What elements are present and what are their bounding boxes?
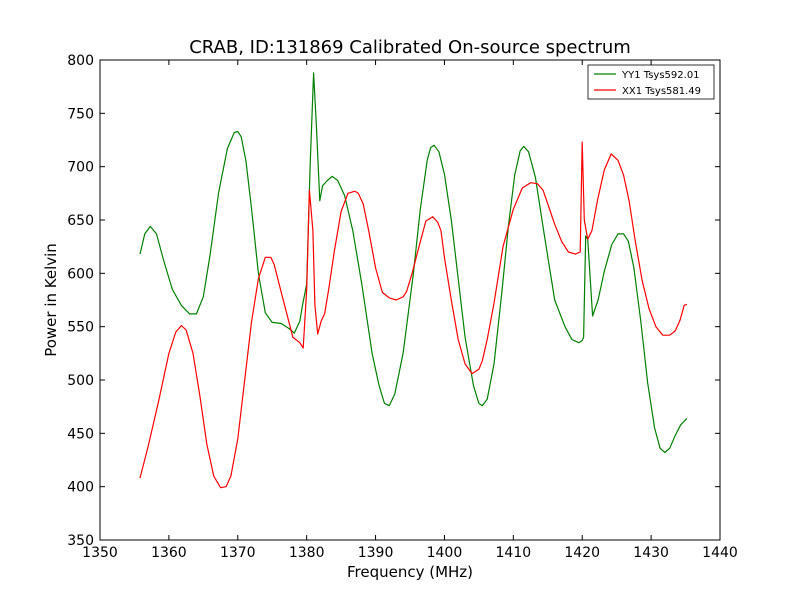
x-tick-label: 1440: [702, 545, 738, 561]
y-axis: 350 400 450 500 550 600 650 700 750 800: [67, 53, 720, 549]
series-layer: [139, 72, 688, 489]
y-tick-label: 800: [67, 53, 94, 69]
x-tick-label: 1360: [151, 545, 187, 561]
series-line-xx1: [139, 141, 688, 489]
chart-title: CRAB, ID:131869 Calibrated On-source spe…: [189, 37, 631, 58]
y-tick-label: 600: [67, 266, 94, 282]
y-axis-label: Power in Kelvin: [42, 243, 60, 357]
plot-frame: [99, 59, 721, 541]
x-tick-label: 1350: [82, 545, 118, 561]
y-tick-label: 350: [67, 533, 94, 549]
legend-label-yy1: YY1 Tsys592.01: [621, 70, 700, 81]
x-tick-label: 1380: [289, 545, 325, 561]
y-tick-label: 650: [67, 213, 94, 229]
y-tick-label: 500: [67, 373, 94, 389]
legend-box: [587, 64, 715, 100]
x-tick-label: 1430: [633, 545, 669, 561]
y-tick-label: 450: [67, 426, 94, 442]
series-line-yy1: [139, 72, 688, 454]
x-tick-label: 1370: [220, 545, 256, 561]
legend-label-xx1: XX1 Tsys581.49: [622, 86, 701, 97]
y-tick-label: 550: [67, 320, 94, 336]
x-tick-label: 1420: [564, 545, 600, 561]
y-tick-label: 750: [67, 106, 94, 122]
x-axis: 1350 1360 1370 1380 1390 1400 1410 1420 1430 1440: [82, 60, 738, 561]
y-tick-label: 400: [67, 480, 94, 496]
x-tick-label: 1410: [496, 545, 532, 561]
x-tick-label: 1400: [427, 545, 463, 561]
legend: YY1 Tsys592.01 XX1 Tsys581.49: [587, 64, 715, 100]
x-axis-label: Frequency (MHz): [347, 563, 473, 581]
x-tick-label: 1390: [358, 545, 394, 561]
y-tick-label: 700: [67, 160, 94, 176]
